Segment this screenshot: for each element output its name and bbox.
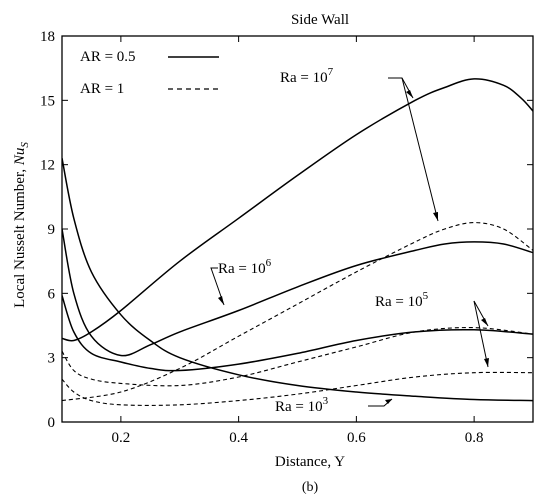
series-line-ra-1e6-ar-1 bbox=[62, 327, 533, 387]
annotation-ra-1e7: Ra = 107 bbox=[280, 66, 334, 86]
series-line-ra-1e7-ar-0-5 bbox=[62, 78, 533, 342]
y-tick-label: 15 bbox=[40, 93, 55, 109]
y-tick-label: 9 bbox=[48, 222, 56, 238]
x-tick-label: 0.2 bbox=[112, 430, 131, 446]
arrowhead-ra-1e3 bbox=[385, 399, 392, 404]
arrow-heads bbox=[218, 90, 489, 404]
series-line-ra-1e7-ar-1 bbox=[62, 222, 533, 402]
series-line-ra-1e5-ar-1 bbox=[62, 371, 533, 406]
arrowhead-ra-1e6 bbox=[218, 296, 224, 305]
arrow-ra-1e7-dashed bbox=[401, 77, 439, 222]
annotation-ra-1e6-exp: 6 bbox=[266, 257, 272, 269]
annotation-ra-1e5-base: Ra = 10 bbox=[375, 294, 423, 310]
y-axis-label-symbol: Nu bbox=[12, 148, 28, 167]
annotation-ra-1e7-exp: 7 bbox=[328, 66, 334, 78]
y-tick-label: 3 bbox=[48, 351, 56, 367]
y-tick-label: 12 bbox=[40, 158, 55, 174]
annotation-ra-1e3: Ra = 103 bbox=[275, 395, 329, 415]
y-axis-label-subscript: S bbox=[19, 142, 31, 148]
y-tick-label: 18 bbox=[40, 29, 55, 45]
series-lines bbox=[62, 78, 533, 406]
arrow-ra-1e5-dashed bbox=[473, 300, 489, 368]
series-line-ra-1e3-ar-0-5 bbox=[62, 158, 533, 402]
arrowhead-ra-1e7-dashed bbox=[433, 212, 438, 221]
annotation-ra-1e7-label: Ra = 107 bbox=[280, 66, 334, 86]
arrow-ra-1e6 bbox=[210, 267, 225, 306]
y-axis-label-text: Local Nusselt Number, bbox=[12, 165, 28, 308]
arrow-ra-1e7-solid bbox=[388, 77, 414, 99]
x-tick-label: 0.8 bbox=[465, 430, 484, 446]
arrowhead-ra-1e7-solid bbox=[406, 90, 413, 98]
axes: 0.2 0.4 0.6 0.8 0 3 6 9 12 15 18 bbox=[40, 29, 533, 446]
annotation-ra-1e5-label: Ra = 105 bbox=[375, 290, 429, 310]
x-axis-label: Distance, Y bbox=[275, 454, 345, 470]
legend-label-ar-0-5: AR = 0.5 bbox=[80, 49, 136, 65]
y-tick-label: 0 bbox=[48, 415, 56, 431]
chart-title: Side Wall bbox=[291, 12, 349, 28]
legend: AR = 0.5 AR = 1 bbox=[80, 49, 219, 97]
annotation-arrows bbox=[210, 77, 489, 407]
series-line-ra-1e6-ar-0-5 bbox=[62, 228, 533, 357]
series-line-ra-1e5-ar-0-5 bbox=[62, 295, 533, 372]
annotation-ra-1e7-base: Ra = 10 bbox=[280, 70, 328, 86]
x-tick-label: 0.4 bbox=[229, 430, 248, 446]
annotation-ra-1e3-label: Ra = 103 bbox=[275, 395, 329, 415]
y-tick-label: 6 bbox=[48, 286, 56, 302]
y-axis-label: Local Nusselt Number, NuS bbox=[12, 142, 31, 308]
annotation-ra-1e5: Ra = 105 bbox=[375, 290, 429, 310]
x-tick-label: 0.6 bbox=[347, 430, 366, 446]
plot-area bbox=[61, 35, 534, 423]
arrowhead-ra-1e5-solid bbox=[481, 318, 488, 326]
annotation-ra-1e6: Ra = 106 bbox=[218, 257, 272, 277]
annotation-ra-1e3-exp: 3 bbox=[323, 395, 329, 407]
arrowhead-ra-1e5-dashed bbox=[484, 358, 489, 367]
plot-frame bbox=[61, 35, 534, 423]
subcaption: (b) bbox=[302, 480, 319, 495]
annotation-ra-1e5-exp: 5 bbox=[423, 290, 429, 302]
annotation-ra-1e6-label: Ra = 106 bbox=[218, 257, 272, 277]
legend-label-ar-1: AR = 1 bbox=[80, 81, 124, 97]
annotation-ra-1e3-base: Ra = 10 bbox=[275, 399, 323, 415]
annotation-ra-1e6-base: Ra = 10 bbox=[218, 261, 266, 277]
